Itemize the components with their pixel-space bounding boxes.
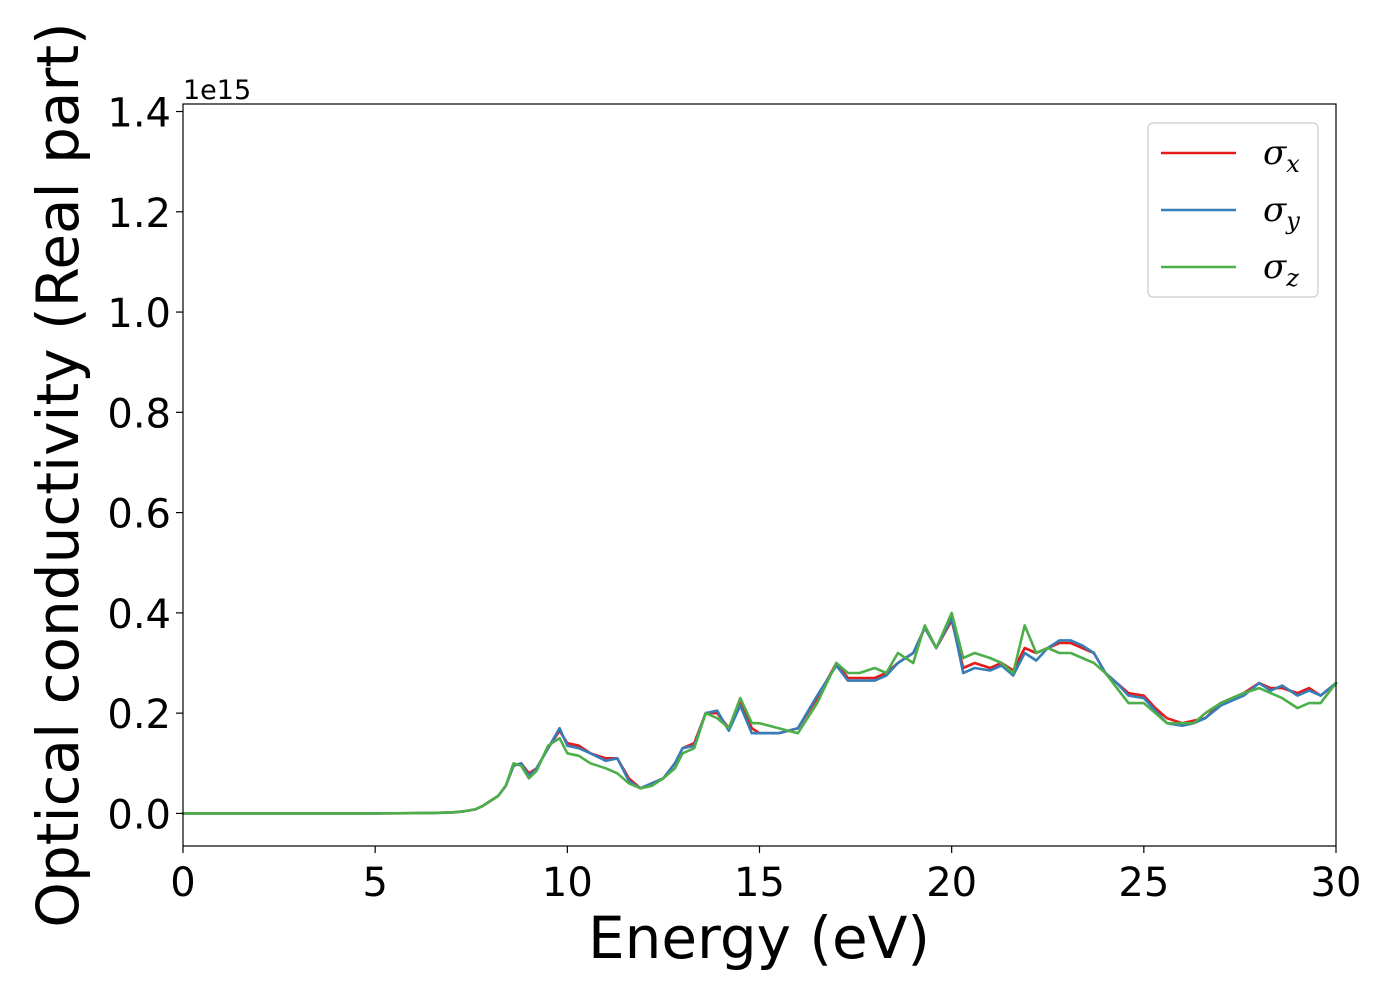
- y-tick-label: 0.0: [107, 792, 171, 838]
- x-tick-label: 10: [542, 860, 593, 906]
- y-tick-label: 0.4: [107, 592, 171, 638]
- x-tick-label: 25: [1118, 860, 1169, 906]
- x-tick-label: 15: [734, 860, 785, 906]
- x-tick-label: 30: [1311, 860, 1362, 906]
- y-tick-label: 0.2: [107, 692, 171, 738]
- legend: σx σy σz: [1147, 122, 1319, 298]
- y-axis-title: Optical conductivity (Real part): [24, 22, 92, 927]
- legend-label-x: σx: [1263, 133, 1300, 178]
- series-line-z: [181, 611, 1338, 815]
- x-tick-label: 0: [170, 860, 195, 906]
- y-tick-label: 1.2: [107, 191, 171, 237]
- y-tick-label: 0.8: [107, 391, 171, 437]
- series-layer: [181, 611, 1338, 815]
- y-tick-label: 1.4: [107, 91, 171, 137]
- y-tick-label: 0.6: [107, 492, 171, 538]
- y-axis-ticks: 0.0 0.2 0.4 0.6 0.8 1.0 1.2 1.4: [107, 91, 183, 838]
- x-axis-ticks: 0 5 10 15 20 25 30: [170, 846, 1361, 906]
- y-offset-label: 1e15: [183, 75, 251, 106]
- legend-label-z: σz: [1263, 247, 1299, 292]
- y-tick-label: 1.0: [107, 291, 171, 337]
- legend-label-y: σy: [1263, 190, 1300, 235]
- x-tick-label: 20: [926, 860, 977, 906]
- x-axis-title: Energy (eV): [588, 904, 930, 972]
- x-tick-label: 5: [362, 860, 387, 906]
